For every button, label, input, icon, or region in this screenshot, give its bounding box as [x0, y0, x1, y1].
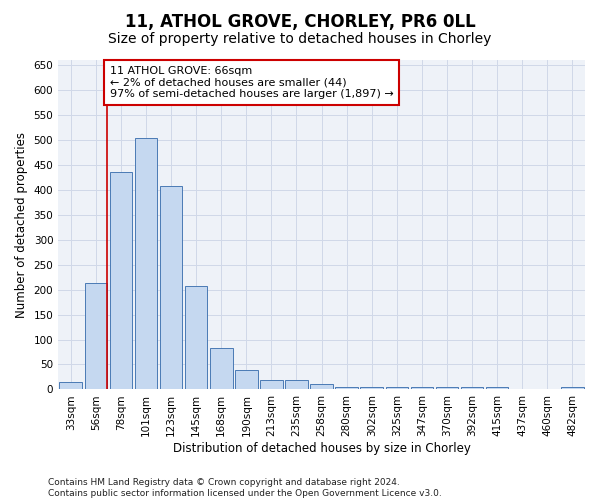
Bar — [110, 172, 132, 390]
Bar — [310, 384, 333, 390]
Bar — [235, 370, 257, 390]
Bar — [486, 388, 508, 390]
Bar — [59, 382, 82, 390]
Bar — [361, 388, 383, 390]
Bar — [461, 388, 484, 390]
Y-axis label: Number of detached properties: Number of detached properties — [15, 132, 28, 318]
Bar — [85, 283, 107, 390]
X-axis label: Distribution of detached houses by size in Chorley: Distribution of detached houses by size … — [173, 442, 470, 455]
Text: Contains HM Land Registry data © Crown copyright and database right 2024.
Contai: Contains HM Land Registry data © Crown c… — [48, 478, 442, 498]
Bar — [134, 138, 157, 390]
Bar — [210, 348, 233, 390]
Bar — [561, 388, 584, 390]
Text: 11, ATHOL GROVE, CHORLEY, PR6 0LL: 11, ATHOL GROVE, CHORLEY, PR6 0LL — [125, 12, 475, 30]
Text: Size of property relative to detached houses in Chorley: Size of property relative to detached ho… — [109, 32, 491, 46]
Bar — [410, 388, 433, 390]
Bar — [160, 186, 182, 390]
Bar — [260, 380, 283, 390]
Bar — [436, 388, 458, 390]
Text: 11 ATHOL GROVE: 66sqm
← 2% of detached houses are smaller (44)
97% of semi-detac: 11 ATHOL GROVE: 66sqm ← 2% of detached h… — [110, 66, 394, 99]
Bar — [386, 388, 408, 390]
Bar — [285, 380, 308, 390]
Bar — [185, 286, 208, 390]
Bar — [335, 387, 358, 390]
